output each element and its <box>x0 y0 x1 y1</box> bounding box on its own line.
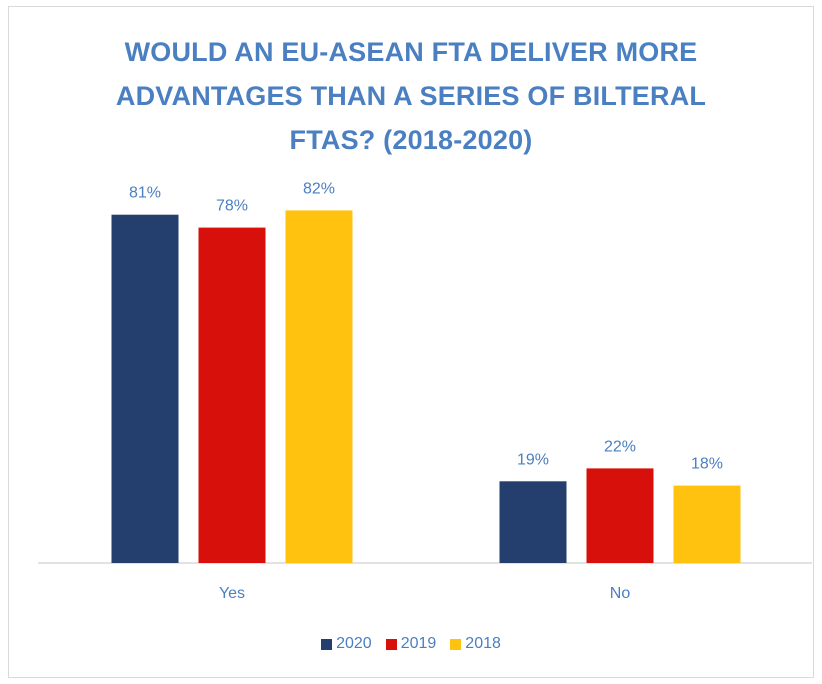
data-label-no-2019: 22% <box>604 438 636 455</box>
x-tick-label-no: No <box>610 585 631 602</box>
data-label-yes-2020: 81% <box>129 185 161 202</box>
legend-item-2020: 2020 <box>321 635 372 653</box>
legend-swatch-2020 <box>321 638 333 650</box>
chart-title-line-2: ADVANTAGES THAN A SERIES OF BILTERAL <box>115 81 707 111</box>
bar-no-2020 <box>499 481 567 563</box>
chart-title-line-3: FTAS? (2018-2020) <box>289 125 533 155</box>
legend-item-2019: 2019 <box>385 635 437 653</box>
bar-yes-2020 <box>111 214 179 563</box>
bar-no-2019 <box>586 468 654 563</box>
chart-title: WOULD AN EU-ASEAN FTA DELIVER MORE ADVAN… <box>0 30 822 162</box>
legend-label-2020: 2020 <box>336 635 372 652</box>
data-label-no-2018: 18% <box>691 456 723 473</box>
bar-yes-2019 <box>198 227 266 563</box>
data-label-yes-2019: 78% <box>216 198 248 215</box>
legend-item-2018: 2018 <box>450 635 501 653</box>
x-tick-label-yes: Yes <box>219 585 245 602</box>
data-label-no-2020: 19% <box>517 451 549 468</box>
bar-no-2018 <box>673 485 741 563</box>
legend-swatch-2018 <box>450 638 462 650</box>
legend-label-2018: 2018 <box>465 635 501 652</box>
data-label-yes-2018: 82% <box>303 180 335 197</box>
chart-legend: 2020 2019 2018 <box>0 635 822 653</box>
legend-label-2019: 2019 <box>400 635 437 652</box>
bar-yes-2018 <box>285 210 353 563</box>
chart-title-line-1: WOULD AN EU-ASEAN FTA DELIVER MORE <box>124 37 698 67</box>
legend-swatch-2019 <box>385 638 397 650</box>
